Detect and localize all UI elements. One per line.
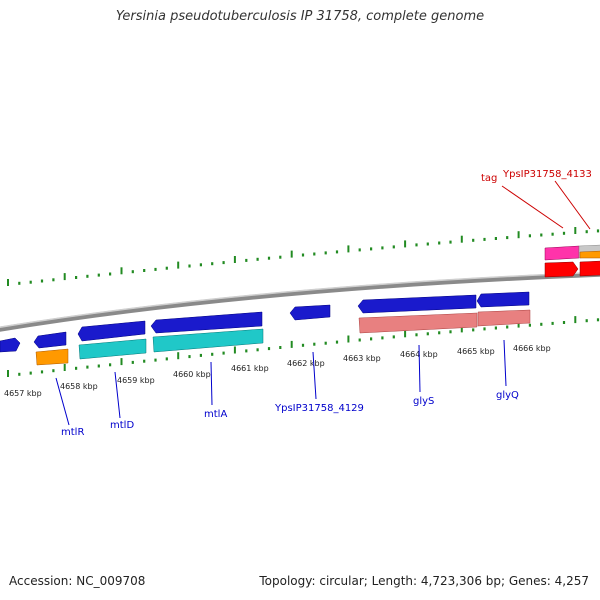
tick-label: 4663 kbp	[343, 354, 381, 363]
leader-glyS	[418, 344, 421, 393]
gene-arrow-mtlD[interactable]	[77, 320, 146, 342]
cds-mtlD[interactable]	[78, 338, 147, 360]
tick-label: 4658 kbp	[60, 382, 98, 391]
gene-label-YpsIP31758_4133[interactable]: YpsIP31758_4133	[502, 169, 592, 180]
genome-summary-text: Topology: circular; Length: 4,723,306 bp…	[259, 574, 589, 588]
outer-tick-ring	[7, 227, 600, 286]
gene-arrow-glyQ[interactable]	[476, 291, 530, 308]
leader-mtlA	[210, 361, 213, 406]
inner-tick-ring	[7, 316, 600, 377]
accession-text: Accession: NC_009708	[9, 574, 146, 588]
leader-tag	[501, 185, 564, 229]
gene-arrow-tag[interactable]	[544, 261, 579, 278]
tick-label: 4666 kbp	[513, 344, 551, 353]
gene-arrow-YpsIP31758_4129[interactable]	[289, 304, 331, 321]
gene-arrow-mtlA[interactable]	[150, 311, 263, 334]
genome-backbone	[0, 271, 600, 332]
cds-mtlR[interactable]	[35, 348, 69, 366]
leader-YpsIP31758_4133	[554, 180, 591, 230]
label-leaders	[55, 180, 591, 426]
cds-mtlA[interactable]	[152, 328, 264, 353]
genome-backbone-highlight	[0, 271, 600, 328]
gene-label-mtlD[interactable]: mtlD	[110, 420, 134, 431]
tick-label: 4659 kbp	[117, 376, 155, 385]
leader-mtlD	[114, 371, 121, 419]
leader-glyQ	[503, 339, 507, 387]
gene-label-mtlA[interactable]: mtlA	[204, 409, 227, 420]
reverse-strand-features	[0, 291, 531, 366]
leader-YpsIP31758_4129	[312, 351, 317, 400]
tick-label: 4665 kbp	[457, 347, 495, 356]
gene-YpsIP31758_4133-orange[interactable]	[579, 250, 600, 259]
gene-labels: mtlR mtlD mtlA YpsIP31758_4129 glyS glyQ…	[61, 169, 592, 438]
gene-label-glyQ[interactable]: glyQ	[496, 390, 519, 401]
tick-label: 4660 kbp	[173, 370, 211, 379]
tick-label: 4657 kbp	[4, 389, 42, 398]
forward-strand-features	[544, 244, 600, 278]
gene-tag[interactable]	[544, 245, 580, 261]
map-title: Yersinia pseudotuberculosis IP 31758, co…	[115, 9, 485, 24]
tick-label: 4662 kbp	[287, 359, 325, 368]
gene-arrow-mtlR[interactable]	[33, 331, 67, 349]
leader-mtlR	[55, 377, 70, 426]
cds-glyQ[interactable]	[477, 309, 531, 327]
cds-glyS[interactable]	[358, 312, 478, 334]
tick-label: 4661 kbp	[231, 364, 269, 373]
gene-label-YpsIP31758_4129[interactable]: YpsIP31758_4129	[274, 403, 364, 414]
gene-label-glyS[interactable]: glyS	[413, 396, 434, 407]
gene-arrow-glyS[interactable]	[357, 294, 477, 314]
gene-arrow-YpsIP31758_4133[interactable]	[579, 260, 600, 277]
gene-label-tag[interactable]: tag	[481, 173, 497, 184]
gene-arrow-1[interactable]	[0, 337, 21, 353]
gene-label-mtlR[interactable]: mtlR	[61, 427, 84, 438]
